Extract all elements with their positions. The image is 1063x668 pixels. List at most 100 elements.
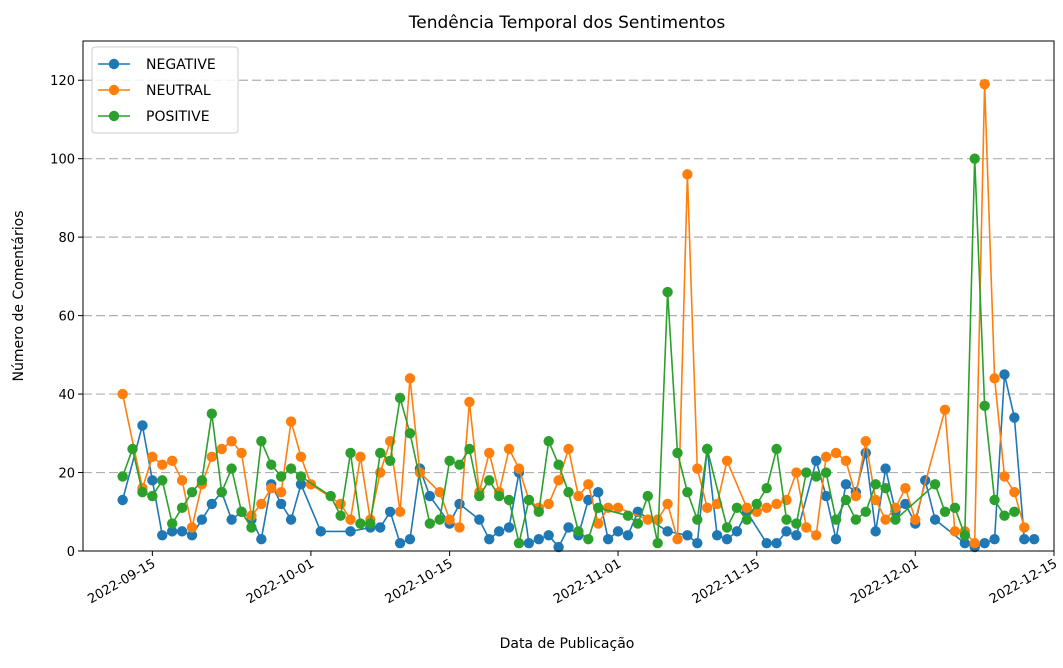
positive-point: [206, 408, 218, 419]
neutral-point: [682, 169, 693, 180]
positive-point: [345, 447, 356, 459]
negative-point: [137, 420, 148, 431]
neutral-point: [761, 502, 772, 514]
positive-point: [216, 486, 227, 498]
negative-point: [196, 514, 208, 525]
positive-point: [929, 479, 941, 490]
legend-marker-negative: [108, 58, 120, 70]
neutral-point: [394, 506, 406, 517]
legend-label-positive: POSITIVE: [146, 109, 210, 125]
positive-point: [642, 490, 653, 502]
neutral-point: [721, 455, 733, 466]
positive-point: [781, 514, 792, 525]
positive-point: [166, 518, 178, 529]
legend-marker-neutral: [108, 84, 120, 96]
negative-point: [384, 506, 396, 517]
negative-point: [791, 530, 802, 541]
positive-point: [791, 518, 802, 529]
negative-point: [553, 541, 564, 553]
negative-point: [1009, 412, 1020, 423]
positive-point: [256, 435, 267, 447]
positive-point: [999, 510, 1010, 521]
neutral-point: [444, 514, 455, 525]
positive-point: [394, 392, 406, 404]
negative-point: [474, 514, 485, 525]
positive-point: [127, 443, 138, 455]
positive-point: [176, 502, 188, 514]
negative-point: [593, 486, 604, 498]
positive-point: [583, 534, 594, 545]
negative-point: [147, 475, 158, 486]
x-axis: 2022-09-15 2022-10-01 2022-10-15 2022-11-01…: [85, 551, 1060, 607]
neutral-point: [256, 498, 267, 510]
positive-point: [186, 486, 198, 498]
neutral-point: [880, 514, 891, 525]
negative-point: [900, 498, 911, 510]
gridlines: [83, 79, 1054, 474]
neutral-point: [434, 486, 445, 498]
negative-point: [989, 534, 1000, 545]
positive-point: [870, 479, 881, 490]
neutral-point: [246, 510, 257, 521]
negative-point: [999, 369, 1010, 380]
negative-point: [811, 455, 822, 466]
negative-point: [493, 526, 505, 537]
negative-point: [731, 526, 743, 537]
neutral-point: [870, 494, 881, 506]
negative-point: [979, 537, 990, 549]
neutral-point: [900, 483, 911, 494]
neutral-point: [157, 459, 168, 470]
positive-point: [721, 522, 733, 533]
y-tick-label: 100: [50, 153, 75, 168]
neutral-point: [652, 514, 663, 525]
positive-point: [751, 498, 762, 510]
neutral-point: [117, 388, 128, 400]
positive-point: [325, 490, 336, 502]
positive-point: [811, 471, 822, 482]
neutral-point: [771, 498, 782, 510]
negative-point: [503, 522, 515, 533]
neutral-point: [166, 455, 178, 466]
positive-point: [454, 459, 465, 470]
positive-point: [285, 463, 297, 474]
negative-point: [781, 526, 792, 537]
positive-point: [157, 475, 168, 486]
neutral-point: [642, 514, 653, 525]
negative-point: [315, 526, 326, 537]
negative-point: [880, 463, 891, 474]
neutral-point: [811, 530, 822, 541]
negative-point: [959, 537, 971, 549]
neutral-point: [910, 514, 921, 525]
neutral-point: [236, 447, 247, 459]
negative-point: [682, 530, 693, 541]
positive-point: [1009, 506, 1020, 517]
neutral-point: [672, 534, 683, 545]
y-axis: 0 20 40 60 80 100 120: [50, 74, 83, 560]
negative-point: [870, 526, 881, 537]
positive-point: [523, 494, 535, 506]
positive-point: [275, 471, 287, 482]
positive-point: [355, 518, 366, 529]
negative-point: [820, 490, 832, 502]
neutral-point: [662, 498, 673, 510]
negative-point: [830, 534, 842, 545]
positive-point: [434, 514, 445, 525]
positive-point: [474, 490, 485, 502]
positive-point: [761, 483, 772, 494]
negative-point: [157, 530, 168, 541]
negative-point: [454, 498, 465, 510]
positive-point: [801, 467, 812, 478]
negative-point: [375, 522, 386, 533]
negative-point: [711, 530, 723, 541]
positive-point: [384, 455, 396, 466]
positive-point: [563, 486, 574, 498]
negative-point: [929, 514, 941, 525]
positive-point: [692, 514, 703, 525]
negative-point: [563, 522, 574, 533]
x-tick-label: 2022-11-15: [690, 556, 763, 607]
positive-point: [840, 494, 852, 506]
series-neutral: [117, 78, 1030, 549]
positive-point: [533, 506, 544, 517]
neutral-point: [226, 435, 237, 447]
neutral-point: [850, 490, 862, 502]
